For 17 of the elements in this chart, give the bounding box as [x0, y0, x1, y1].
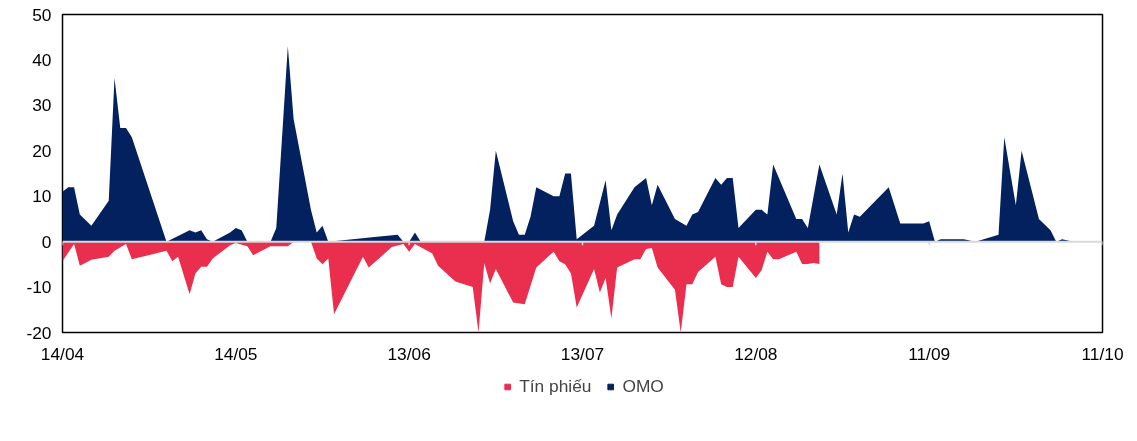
x-tick-label: 13/07 — [560, 343, 605, 364]
x-tick-label: 12/08 — [734, 343, 778, 364]
y-tick-label: 50 — [32, 4, 52, 25]
legend-label: Tín phiếu — [519, 375, 592, 397]
x-tick-label: 11/10 — [1081, 343, 1124, 364]
y-tick-label: 30 — [32, 95, 52, 116]
y-tick-label: 20 — [32, 140, 52, 161]
x-tick-label: 13/06 — [387, 343, 431, 364]
y-tick-label: 0 — [41, 231, 52, 252]
legend-label: OMO — [622, 375, 664, 397]
y-tick-label: 40 — [32, 49, 52, 70]
y-tick-label: -10 — [26, 277, 52, 298]
x-tick-label: 14/04 — [40, 343, 85, 364]
x-tick-label: 14/05 — [214, 343, 258, 364]
x-tick-label: 11/09 — [908, 343, 951, 364]
y-tick-label: -20 — [26, 322, 52, 343]
y-tick-label: 10 — [32, 186, 52, 207]
